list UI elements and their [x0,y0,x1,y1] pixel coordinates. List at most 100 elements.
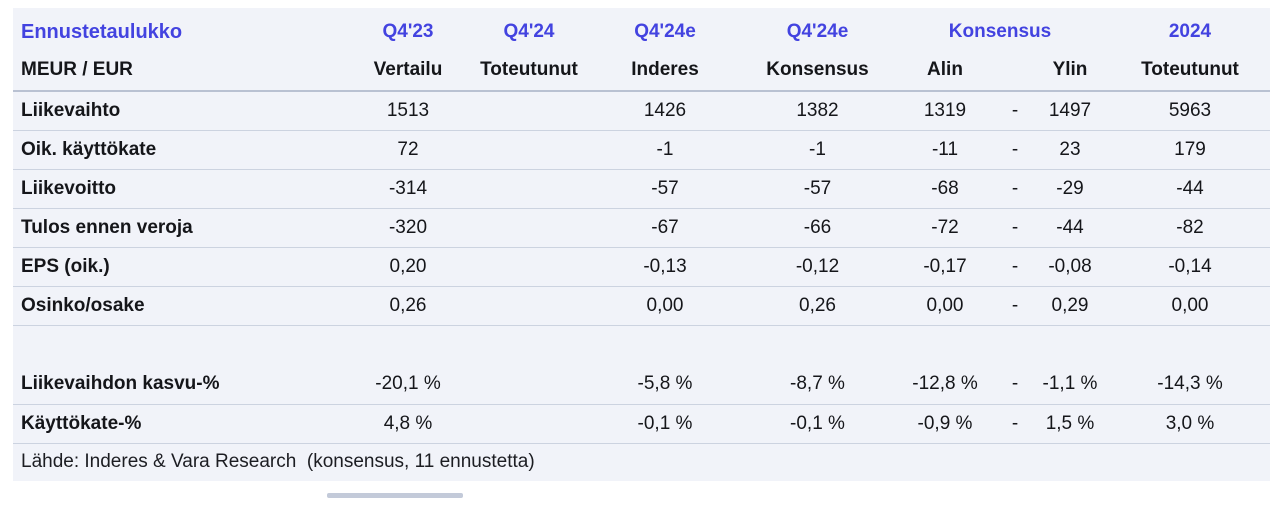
cell-range-dash: - [1011,373,1019,395]
cell-range-dash: - [1011,216,1019,238]
cell-inderes: 1426 [643,99,687,121]
cell-vertailu: -320 [388,216,428,238]
table-header: Ennustetaulukko Q4'23 Q4'24 Q4'24e Q4'24… [13,8,1270,91]
cell-konsensus: 1382 [796,99,839,121]
cell-2024: -0,14 [1168,255,1212,277]
cell-vertailu: 0,26 [389,294,427,316]
cell-konsensus: -1 [809,138,826,160]
cell-2024: -44 [1176,177,1204,199]
source-row: Lähde: Inderes & Vara Research (konsensu… [13,443,1270,481]
cell-inderes: 0,00 [646,294,684,316]
cell-2024: -14,3 % [1157,373,1223,395]
row-label: Liikevoitto [21,177,117,199]
cell-vertailu: -314 [388,177,428,199]
cell-konsensus: -8,7 % [790,373,845,395]
table-row: Liikevoitto -314 -57 -57 -68 - -29 -44 [13,169,1270,208]
header-inderes: Inderes [631,59,699,80]
cell-inderes: -5,8 % [637,373,693,395]
header-sub-row: MEUR / EUR Vertailu Toteutunut Inderes K… [13,50,1270,91]
horizontal-scrollbar-thumb[interactable] [327,493,463,498]
header-dash-spacer [1000,50,1030,91]
cell-konsensus: 0,26 [799,294,836,316]
cell-range-dash: - [1011,99,1019,121]
cell-2024 [1110,325,1270,365]
row-label [13,325,343,365]
cell-range-dash: - [1011,294,1019,316]
cell-inderes: -67 [651,216,679,238]
cell-2024: 179 [1174,138,1206,160]
table-row: Liikevaihdon kasvu-% -20,1 % -5,8 % -8,7 % -… [13,365,1270,404]
cell-toteutunut [473,404,585,443]
cell-range-dash [1000,325,1030,365]
table-row: Tulos ennen veroja -320 -67 -66 -72 - -44 -82 [13,208,1270,247]
cell-toteutunut [473,247,585,286]
cell-alin: 0,00 [926,294,964,316]
cell-toteutunut [473,325,585,365]
cell-inderes: -57 [651,177,679,199]
cell-konsensus: -0,1 % [790,412,845,434]
cell-ylin: 0,29 [1051,294,1089,316]
header-konsensus-span: Konsensus [948,21,1052,42]
cell-toteutunut [473,208,585,247]
cell-vertailu [343,325,473,365]
cell-toteutunut [473,169,585,208]
table-row: Oik. käyttökate 72 -1 -1 -11 - 23 179 [13,130,1270,169]
forecast-table: Ennustetaulukko Q4'23 Q4'24 Q4'24e Q4'24… [13,8,1270,481]
cell-vertailu: 4,8 % [383,412,433,434]
header-toteutunut-2024: Toteutunut [1141,59,1239,80]
cell-ylin: -0,08 [1048,255,1092,277]
cell-toteutunut [473,91,585,130]
cell-konsensus: -66 [803,216,832,238]
header-q424e-inderes: Q4'24e [634,21,696,42]
cell-inderes: -1 [656,138,674,160]
header-alin: Alin [927,59,963,80]
table-row: Käyttökate-% 4,8 % -0,1 % -0,1 % -0,9 % - 1,5 … [13,404,1270,443]
cell-alin: -0,9 % [917,412,973,434]
cell-ylin: -1,1 % [1042,373,1098,395]
cell-2024: 0,00 [1171,294,1209,316]
row-label: Tulos ennen veroja [21,216,193,238]
table-title: Ennustetaulukko [21,20,183,43]
row-label: Käyttökate-% [21,412,142,434]
row-label: Osinko/osake [21,294,145,316]
cell-alin: -12,8 % [912,373,978,395]
cell-toteutunut [473,365,585,404]
row-label: EPS (oik.) [21,255,110,277]
cell-toteutunut [473,130,585,169]
cell-alin: 1319 [923,99,967,121]
cell-alin: -72 [931,216,959,238]
cell-inderes: -0,13 [643,255,687,277]
cell-alin: -68 [931,177,959,199]
header-2024: 2024 [1168,21,1212,42]
spacer-row [13,325,1270,365]
cell-toteutunut [473,286,585,325]
cell-ylin: -29 [1056,177,1084,199]
row-label: Liikevaihto [21,99,121,121]
table-row: Liikevaihto 1513 1426 1382 1319 - 1497 5963 [13,91,1270,130]
cell-2024: 5963 [1168,99,1212,121]
cell-ylin: -44 [1056,216,1084,238]
header-ylin: Ylin [1052,59,1088,80]
table-footer: Lähde: Inderes & Vara Research (konsensu… [13,443,1270,481]
cell-2024: -82 [1176,216,1204,238]
cell-konsensus: -57 [803,177,832,199]
cell-alin: -11 [931,138,959,160]
cell-alin: -0,17 [923,255,967,277]
cell-vertailu: 72 [397,138,419,160]
cell-vertailu: -20,1 % [375,373,441,395]
forecast-table-container: Ennustetaulukko Q4'23 Q4'24 Q4'24e Q4'24… [13,8,1270,481]
header-q424: Q4'24 [503,21,555,42]
cell-range-dash: - [1011,177,1019,199]
header-group-row: Ennustetaulukko Q4'23 Q4'24 Q4'24e Q4'24… [13,8,1270,50]
cell-inderes: -0,1 % [637,412,693,434]
table-row: Osinko/osake 0,26 0,00 0,26 0,00 - 0,29 0,00 [13,286,1270,325]
header-q424e-konsensus: Q4'24e [786,21,849,42]
cell-2024: 3,0 % [1165,412,1215,434]
table-body: Liikevaihto 1513 1426 1382 1319 - 1497 5963 Oik.… [13,91,1270,443]
cell-range-dash: - [1011,412,1019,434]
header-konsensus: Konsensus [766,59,869,80]
header-toteutunut: Toteutunut [480,59,578,80]
cell-konsensus: -0,12 [795,255,840,277]
header-vertailu: Vertailu [373,59,443,80]
cell-vertailu: 0,20 [389,255,427,277]
